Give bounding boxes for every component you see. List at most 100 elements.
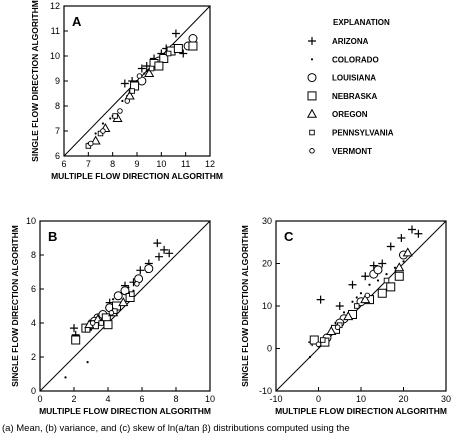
- y-tick-label: 7: [55, 126, 60, 136]
- x-tick-label: 7: [86, 159, 91, 169]
- y-tick-label: 11: [51, 26, 60, 36]
- y-tick-label: 0: [267, 344, 272, 354]
- data-point-dot: [112, 298, 115, 301]
- legend-marker-triangle: [306, 108, 318, 118]
- data-point-small-circle: [134, 281, 140, 287]
- data-point-small-square: [165, 50, 172, 57]
- data-point-circle: [120, 286, 130, 296]
- data-point-square: [386, 282, 396, 292]
- panel-c: -10 0 10 20 30 -10 0 10 20 30 C MULTIPLE FLOW DIREC…: [240, 216, 451, 416]
- legend-label: COLORADO: [332, 55, 379, 64]
- data-point-dot: [143, 72, 146, 75]
- data-point-small-circle: [364, 292, 371, 299]
- data-point-plus: [153, 239, 162, 248]
- data-point-dot: [359, 292, 363, 295]
- panel-label: A: [72, 14, 82, 29]
- legend-marker-circle: [307, 73, 317, 83]
- data-point-dot: [101, 122, 105, 125]
- x-tick-label: 20: [398, 394, 408, 404]
- legend-label: VERMONT: [332, 147, 372, 156]
- figure-caption: (a) Mean, (b) variance, and (c) skew of …: [2, 423, 350, 433]
- y-tick-label: 10: [262, 301, 272, 311]
- data-point-small-circle: [100, 128, 106, 134]
- data-point-dot: [368, 283, 371, 286]
- legend-label: OREGON: [332, 110, 368, 119]
- legend-marker-plus: [308, 37, 316, 45]
- data-point-plus: [316, 295, 325, 304]
- data-point-small-square: [112, 113, 118, 119]
- y-tick-label: 6: [55, 151, 60, 161]
- data-point-small-square: [98, 320, 104, 326]
- data-point-dot: [64, 376, 67, 379]
- data-point-small-circle: [136, 73, 143, 79]
- x-tick-label: 2: [71, 394, 76, 404]
- data-point-plus: [160, 245, 169, 254]
- data-point-small-square: [320, 337, 326, 343]
- data-point-plus: [369, 261, 378, 270]
- x-tick-label: 8: [173, 394, 178, 404]
- data-point-square: [377, 288, 387, 298]
- data-point-circle: [188, 34, 198, 43]
- data-point-triangle: [124, 90, 135, 100]
- y-tick-label: 10: [50, 51, 60, 61]
- data-point-small-square: [354, 303, 360, 309]
- y-tick-label: 6: [31, 284, 36, 294]
- data-point-dot: [89, 328, 93, 331]
- legend: EXPLANATION ARIZONA COLORADO LOUISIANA NEBR…: [306, 18, 394, 156]
- x-axis-label: MULTIPLE FLOW DIRECTION ALGORITHM: [275, 406, 447, 416]
- data-point-dot: [402, 260, 405, 263]
- data-point-dot: [351, 300, 354, 303]
- panel-b: 0 2 4 6 8 10 0 2 4 6 8 10 B MULTIPLE FLOW DIRECTION A…: [10, 216, 215, 416]
- data-point-plus: [165, 249, 174, 258]
- data-point-dot: [393, 266, 397, 269]
- x-tick-label: 0: [37, 394, 42, 404]
- data-point-plus: [361, 272, 370, 281]
- y-tick-label: 0: [31, 386, 36, 396]
- panel-a: 6 7 8 9 10 11 12 6 7 8 9 10 11 12 A MULTIPLE FLOW DIREC…: [30, 0, 223, 181]
- data-point-plus: [171, 29, 180, 38]
- x-tick-label: 4: [105, 394, 110, 404]
- data-point-small-circle: [108, 310, 115, 316]
- x-tick-label: -10: [269, 394, 282, 404]
- legend-title: EXPLANATION: [333, 18, 390, 27]
- plot-frame: [39, 220, 211, 392]
- data-point-triangle: [394, 262, 405, 272]
- y-tick-label: 9: [55, 76, 60, 86]
- data-point-square: [309, 335, 319, 345]
- data-point-plus: [335, 302, 344, 310]
- legend-label: ARIZONA: [332, 37, 369, 46]
- data-point-small-circle: [334, 324, 341, 331]
- data-point-square: [188, 41, 198, 51]
- data-point-plus: [120, 79, 129, 88]
- data-point-triangle: [118, 297, 129, 307]
- data-point-plus: [348, 280, 357, 289]
- data-point-circle: [144, 264, 154, 274]
- y-axis-label: SINGLE FLOW DIRECTION ALGORITHM: [30, 0, 40, 162]
- legend-marker-square: [307, 91, 317, 101]
- data-point-plus: [70, 324, 78, 333]
- data-point-small-circle: [315, 341, 322, 348]
- data-point-dot: [308, 355, 312, 359]
- y-axis-label: SINGLE FLOW DIRECTION ALGORITHM: [240, 225, 250, 387]
- data-point-small-square: [148, 65, 155, 72]
- x-tick-label: 12: [205, 159, 215, 169]
- data-point-plus: [408, 225, 416, 234]
- y-tick-label: 4: [31, 318, 36, 328]
- panel-label: C: [284, 229, 294, 244]
- x-tick-label: 0: [316, 394, 321, 404]
- y-tick-label: 8: [55, 101, 60, 111]
- x-tick-label: 9: [134, 159, 139, 169]
- data-point-small-circle: [88, 140, 94, 147]
- x-tick-label: 10: [205, 394, 215, 404]
- x-tick-label: 11: [181, 159, 190, 169]
- x-tick-label: 6: [139, 394, 144, 404]
- data-point-dot: [109, 117, 112, 120]
- data-point-dot: [121, 99, 124, 103]
- data-point-square: [103, 320, 113, 330]
- data-point-small-circle: [124, 98, 131, 104]
- data-point-square: [159, 54, 169, 63]
- data-point-plus: [386, 242, 395, 251]
- data-point-dot: [94, 132, 97, 135]
- y-tick-label: 30: [262, 216, 272, 226]
